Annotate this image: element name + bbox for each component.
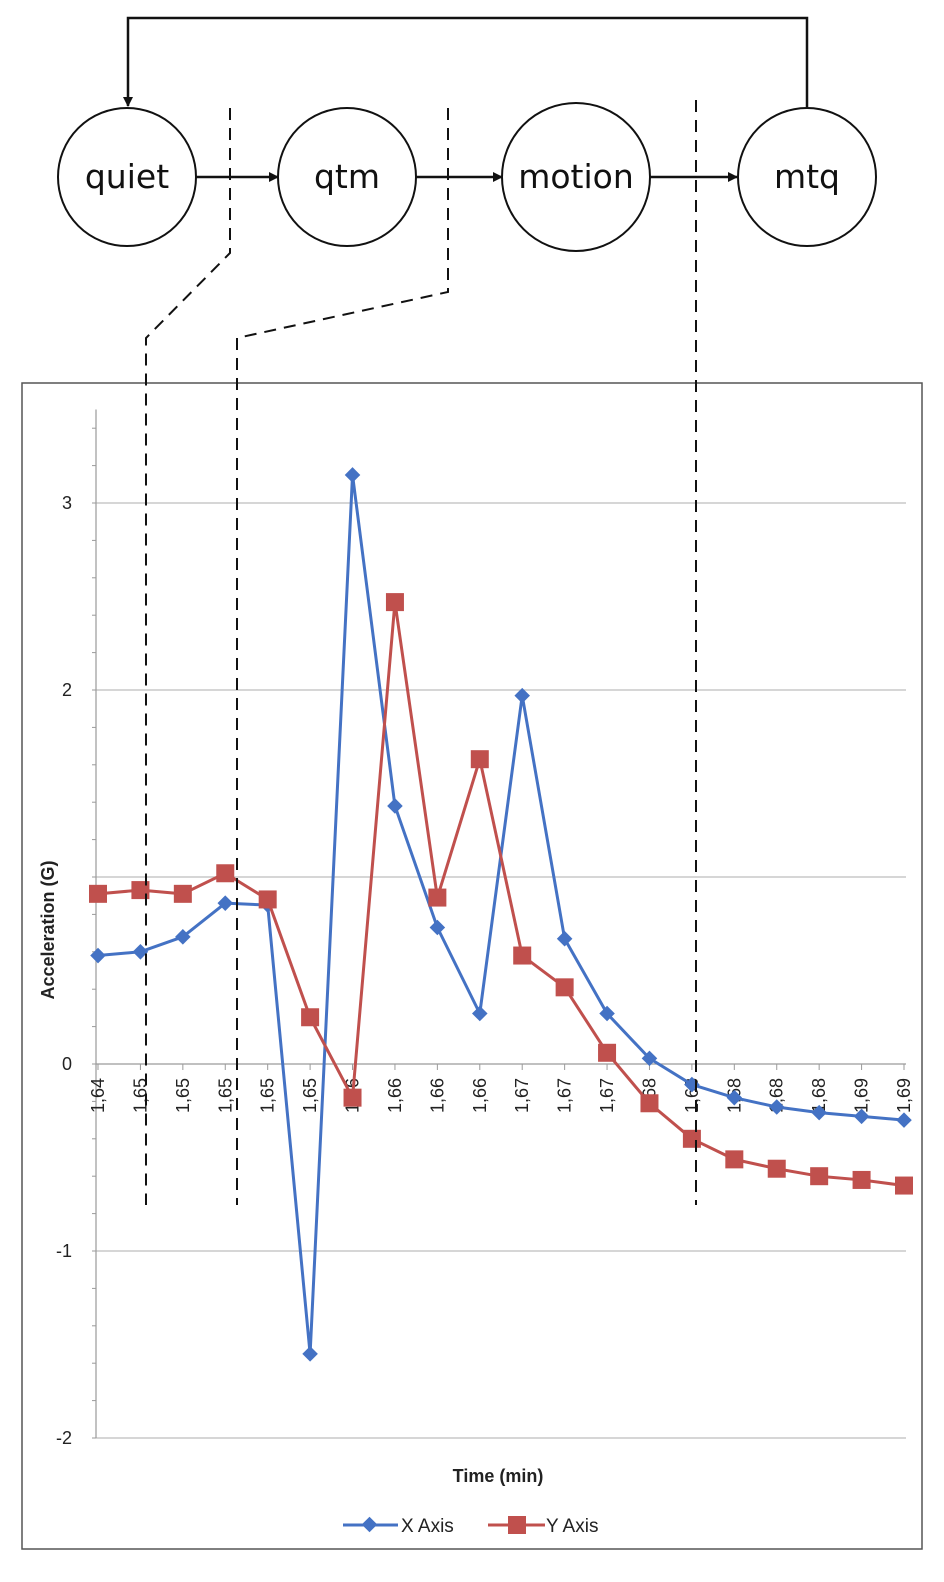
data-point-x-axis — [556, 930, 573, 947]
y-tick-label: 0 — [62, 1054, 72, 1074]
x-tick-label: 1,69 — [852, 1078, 872, 1113]
state-mtq: mtq — [737, 107, 877, 247]
x-tick-label: 1,68 — [809, 1078, 829, 1113]
boundary-qtm-motion — [236, 108, 449, 1205]
data-point-x-axis — [302, 1346, 318, 1362]
state-quiet: quiet — [57, 107, 197, 247]
data-point-y-axis — [640, 1094, 659, 1113]
state-motion: motion — [501, 102, 651, 252]
data-point-y-axis — [767, 1159, 786, 1178]
state-qtm: qtm — [277, 107, 417, 247]
x-tick-label: 1,66 — [385, 1078, 405, 1113]
y-tick-label: -1 — [56, 1241, 72, 1261]
data-point-x-axis — [175, 929, 191, 945]
data-point-x-axis — [217, 895, 234, 911]
data-point-y-axis — [258, 890, 277, 909]
data-point-y-axis — [513, 946, 532, 965]
data-point-x-axis — [768, 1099, 785, 1115]
data-point-y-axis — [725, 1150, 744, 1169]
data-point-y-axis — [810, 1167, 829, 1186]
y-tick-label: -2 — [56, 1428, 72, 1448]
legend-x-axis-label: X Axis — [401, 1516, 454, 1537]
data-point-y-axis — [173, 884, 192, 903]
transition-mtq-to-quiet — [123, 16, 809, 107]
data-point-y-axis — [470, 750, 489, 769]
x-tick-label: 1,69 — [894, 1078, 914, 1113]
x-tick-label: 1,65 — [130, 1078, 150, 1113]
x-axis-title: Time (min) — [453, 1466, 544, 1486]
state-motion-label: motion — [518, 157, 634, 196]
legend-y-axis-marker — [508, 1516, 526, 1534]
y-axis-title: Acceleration (G) — [38, 860, 58, 999]
phase-boundaries — [145, 100, 697, 1205]
data-point-y-axis — [555, 978, 574, 997]
state-qtm-label: qtm — [314, 157, 380, 196]
data-point-y-axis — [385, 593, 404, 612]
x-tick-label: 1,64 — [88, 1078, 108, 1113]
data-point-x-axis — [641, 1050, 658, 1067]
x-tick-label: 1,65 — [258, 1078, 278, 1113]
state-mtq-circle — [737, 107, 877, 247]
data-point-y-axis — [895, 1176, 913, 1195]
legend-y-axis-label: Y Axis — [546, 1516, 598, 1537]
x-tick-label: 1,65 — [215, 1078, 235, 1113]
data-point-x-axis — [514, 687, 530, 704]
state-diagram: quiet qtm motion mtq — [57, 16, 877, 252]
data-point-y-axis — [131, 881, 150, 900]
data-point-x-axis — [599, 1005, 615, 1022]
chart-frame — [21, 382, 923, 1550]
data-point-x-axis — [896, 1112, 912, 1128]
x-tick-label: 1,65 — [300, 1078, 320, 1113]
data-point-x-axis — [853, 1108, 870, 1125]
data-point-y-axis — [343, 1088, 362, 1107]
data-point-x-axis — [726, 1089, 743, 1106]
boundary-quiet-qtm — [145, 108, 231, 1205]
x-tick-label: 1,67 — [597, 1078, 617, 1113]
state-motion-circle — [501, 102, 651, 252]
legend: X Axis Y Axis — [343, 1516, 598, 1537]
x-tick-label: 1,67 — [555, 1078, 575, 1113]
y-tick-label: 2 — [62, 680, 72, 700]
data-point-y-axis — [852, 1170, 871, 1189]
data-point-y-axis — [428, 888, 447, 907]
data-point-x-axis — [811, 1104, 827, 1121]
state-mtq-label: mtq — [774, 157, 840, 196]
data-point-y-axis — [89, 884, 107, 903]
legend-x-axis-marker — [361, 1516, 378, 1533]
data-point-y-axis — [598, 1043, 617, 1062]
x-tick-label: 1,66 — [427, 1078, 447, 1113]
state-quiet-circle — [57, 107, 197, 247]
data-point-x-axis — [132, 944, 149, 960]
x-tick-label: 1,66 — [470, 1078, 490, 1113]
state-qtm-circle — [277, 107, 417, 247]
y-tick-label: 3 — [62, 493, 72, 513]
data-point-y-axis — [682, 1129, 701, 1148]
state-quiet-label: quiet — [85, 157, 169, 196]
data-point-y-axis — [216, 864, 235, 883]
x-tick-label: 1,65 — [173, 1078, 193, 1113]
x-tick-label: 1,67 — [512, 1078, 532, 1113]
data-point-y-axis — [301, 1008, 320, 1027]
